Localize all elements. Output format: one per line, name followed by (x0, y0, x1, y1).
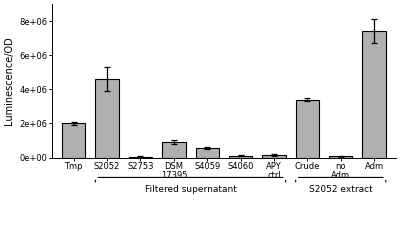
Text: Filtered supernatant: Filtered supernatant (145, 185, 236, 194)
Bar (162, 142, 186, 157)
Bar (329, 156, 352, 157)
Bar (96, 79, 119, 158)
Bar (296, 100, 319, 158)
Text: S2052 extract: S2052 extract (309, 185, 373, 194)
Bar (62, 124, 85, 158)
Y-axis label: Luminescence/OD: Luminescence/OD (4, 36, 14, 125)
Bar (129, 157, 152, 158)
Bar (262, 155, 286, 157)
Bar (196, 148, 219, 158)
Bar (362, 32, 386, 158)
Bar (229, 156, 252, 158)
